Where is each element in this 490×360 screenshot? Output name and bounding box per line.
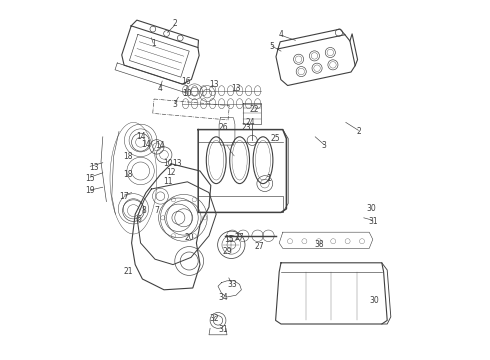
Text: 33: 33: [227, 280, 237, 289]
Text: 38: 38: [314, 240, 323, 249]
Text: 26: 26: [219, 123, 228, 132]
Text: 18: 18: [123, 152, 133, 161]
Text: 34: 34: [219, 292, 228, 302]
Text: 10: 10: [163, 159, 172, 168]
Text: 13: 13: [210, 80, 219, 89]
Text: 14: 14: [156, 141, 165, 150]
Text: 16: 16: [181, 77, 191, 86]
Text: 17: 17: [120, 192, 129, 201]
Text: 7: 7: [154, 206, 159, 215]
Text: 23: 23: [242, 123, 251, 132]
Text: 29: 29: [222, 248, 232, 256]
Text: 1: 1: [266, 174, 271, 183]
Text: 15: 15: [85, 174, 95, 183]
Text: 27: 27: [235, 233, 245, 242]
Text: 2: 2: [172, 19, 177, 28]
Text: 12: 12: [167, 168, 176, 177]
Text: 13: 13: [231, 84, 241, 93]
Text: 24: 24: [245, 118, 255, 127]
Text: 22: 22: [249, 105, 259, 114]
Text: 32: 32: [210, 314, 219, 323]
Text: 30: 30: [366, 204, 376, 213]
Text: 13: 13: [172, 159, 181, 168]
Text: 1: 1: [151, 39, 156, 48]
Text: 3: 3: [172, 100, 177, 109]
Text: 14: 14: [141, 140, 151, 149]
Text: 3: 3: [322, 141, 327, 150]
Text: 31: 31: [219, 325, 228, 334]
Text: 11: 11: [163, 177, 172, 186]
Text: 13: 13: [89, 163, 98, 172]
Text: 4: 4: [278, 30, 283, 39]
Text: 10: 10: [183, 89, 192, 98]
Text: 2: 2: [356, 127, 361, 136]
Text: 30: 30: [370, 296, 379, 305]
Text: 5: 5: [270, 42, 274, 51]
Text: 31: 31: [368, 217, 378, 226]
Text: 4: 4: [158, 84, 163, 93]
Text: 14: 14: [136, 132, 146, 141]
Text: 15: 15: [224, 235, 234, 244]
Text: 6: 6: [136, 215, 141, 224]
Text: 25: 25: [271, 134, 280, 143]
Text: 21: 21: [123, 267, 133, 276]
Text: 8: 8: [142, 206, 147, 215]
Text: 20: 20: [184, 233, 194, 242]
Text: 27: 27: [255, 242, 264, 251]
Text: 19: 19: [85, 186, 95, 195]
Text: 18: 18: [123, 170, 133, 179]
